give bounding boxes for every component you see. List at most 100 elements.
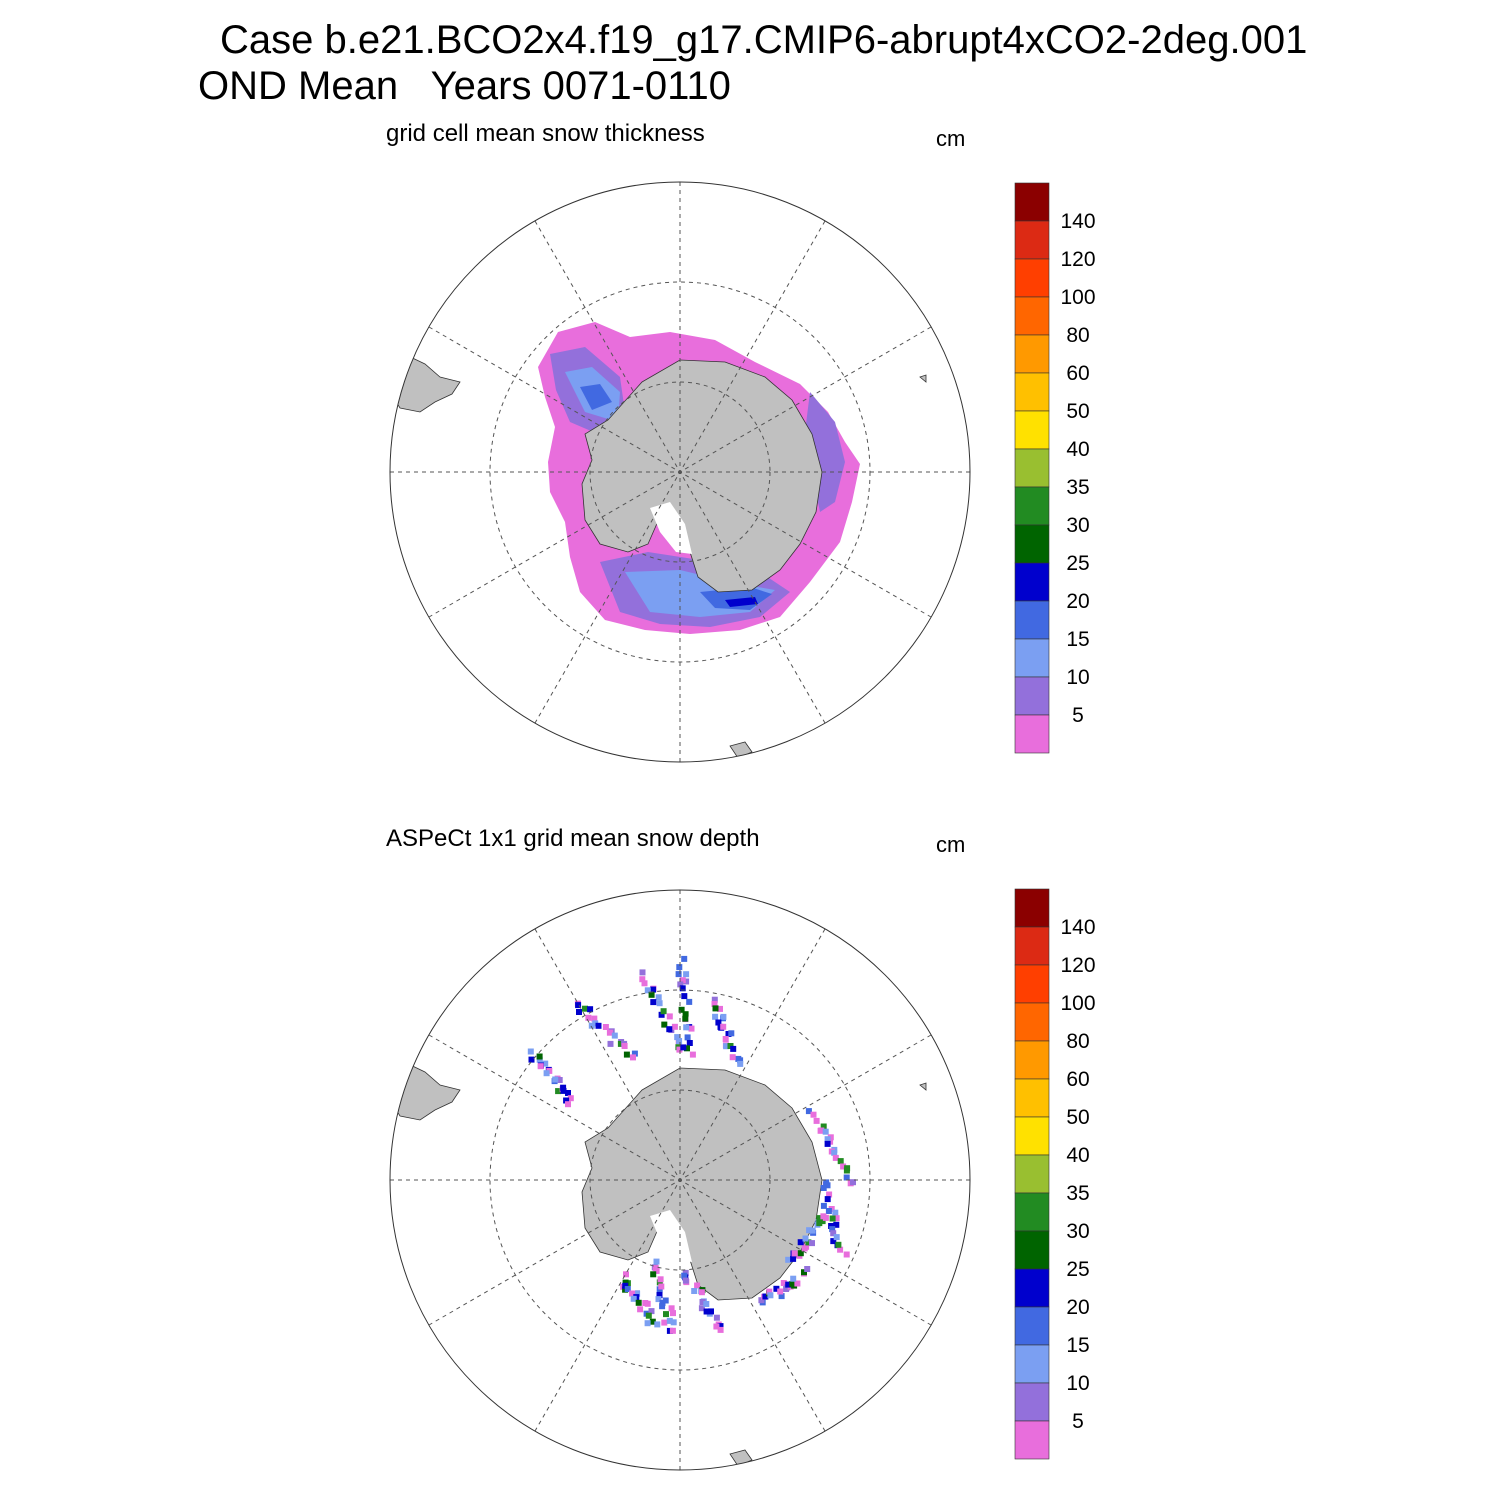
colorbar-swatch xyxy=(1014,600,1050,640)
colorbar-swatch xyxy=(1014,1268,1050,1308)
colorbar-label: 30 xyxy=(1066,514,1089,537)
obs-cell xyxy=(617,1040,624,1047)
obs-cell xyxy=(552,1076,559,1083)
obs-cell xyxy=(676,1038,683,1044)
obs-cell xyxy=(703,1308,710,1315)
obs-cell xyxy=(790,1255,797,1262)
obs-cell xyxy=(679,985,686,992)
colorbar-swatch xyxy=(1014,638,1050,678)
colorbar-label: 35 xyxy=(1066,1182,1089,1205)
obs-cell xyxy=(843,1167,850,1174)
colorbar-label: 50 xyxy=(1066,1106,1089,1129)
obs-cell xyxy=(802,1235,809,1242)
obs-cell xyxy=(658,1283,665,1290)
obs-cell xyxy=(602,1024,609,1030)
obs-cell xyxy=(585,1014,592,1021)
observation-cells xyxy=(527,955,856,1334)
colorbar-label: 140 xyxy=(1060,210,1095,233)
obs-cell xyxy=(833,1234,840,1241)
obs-cell xyxy=(681,1272,688,1279)
obs-cell xyxy=(766,1288,773,1295)
colorbar-swatch xyxy=(1014,1230,1050,1270)
obs-cell xyxy=(648,991,655,998)
obs-cell xyxy=(810,1111,817,1118)
obs-cell xyxy=(668,1305,675,1312)
obs-cell xyxy=(785,1281,792,1288)
obs-cell xyxy=(655,1296,662,1303)
obs-cell xyxy=(648,1308,655,1315)
obs-cell xyxy=(824,1196,831,1203)
colorbar-swatch xyxy=(1014,1420,1050,1460)
south-america-land xyxy=(390,351,461,413)
obs-cell xyxy=(565,1101,571,1108)
obs-cell xyxy=(661,1021,668,1028)
obs-cell xyxy=(644,1320,651,1327)
obs-cell xyxy=(805,1239,812,1246)
obs-cell xyxy=(591,1015,598,1022)
colorbar-swatch xyxy=(1014,1116,1050,1156)
obs-cell xyxy=(659,1299,666,1306)
snow-field-blue xyxy=(580,384,612,410)
obs-cell xyxy=(723,1043,730,1050)
obs-cell xyxy=(805,1108,812,1115)
obs-cell xyxy=(831,1149,838,1156)
obs-cell xyxy=(729,1054,736,1061)
obs-cell xyxy=(804,1266,811,1272)
obs-cell xyxy=(712,1005,719,1012)
colorbar-label: 15 xyxy=(1066,1334,1089,1357)
obs-cell xyxy=(639,969,646,976)
obs-cell xyxy=(698,1305,705,1312)
panel1-title: grid cell mean snow thickness xyxy=(386,120,705,147)
colorbar-swatch xyxy=(1014,1040,1050,1080)
obs-cell xyxy=(675,971,682,978)
colorbar-swatch xyxy=(1014,1002,1050,1042)
colorbar-swatch xyxy=(1014,410,1050,450)
colorbar-label: 100 xyxy=(1060,286,1095,309)
obs-cell xyxy=(824,1136,831,1143)
obs-cell xyxy=(699,1299,706,1305)
colorbar-swatch xyxy=(1014,486,1050,526)
obs-cell xyxy=(666,1026,673,1033)
obs-cell xyxy=(708,1308,714,1315)
obs-cell xyxy=(622,1279,629,1286)
obs-cell xyxy=(797,1250,804,1257)
obs-cell xyxy=(713,1314,720,1321)
obs-cell xyxy=(662,1297,669,1304)
obs-cell xyxy=(635,1299,642,1306)
colorbar-swatch xyxy=(1014,964,1050,1004)
colorbar-label: 15 xyxy=(1066,628,1089,651)
obs-cell xyxy=(536,1053,543,1060)
colorbar-swatch xyxy=(1014,1306,1050,1346)
obs-cell xyxy=(682,1011,689,1018)
obs-cell xyxy=(819,1218,826,1225)
colorbar-swatch xyxy=(1014,1344,1050,1384)
ross-ice-shelf xyxy=(650,1210,692,1262)
obs-cell xyxy=(682,1015,689,1022)
obs-cell xyxy=(703,1301,710,1307)
colorbar-swatch xyxy=(1014,258,1050,298)
obs-cell xyxy=(737,1057,744,1064)
colorbar-swatch xyxy=(1014,182,1050,222)
obs-cell xyxy=(824,1140,831,1147)
obs-cell xyxy=(630,1295,637,1302)
obs-cell xyxy=(611,1032,618,1039)
snow-field-darkblue xyxy=(725,597,758,607)
obs-cell xyxy=(827,1134,834,1141)
obs-cell xyxy=(666,1013,673,1020)
obs-cell xyxy=(623,1051,630,1058)
colorbar-label: 25 xyxy=(1066,1258,1089,1281)
obs-cell xyxy=(813,1117,820,1124)
colorbar-label: 140 xyxy=(1060,916,1095,939)
obs-cell xyxy=(711,996,718,1003)
colorbar-swatch xyxy=(1014,448,1050,488)
obs-cell xyxy=(629,1290,636,1297)
obs-cell xyxy=(576,1009,582,1015)
obs-cell xyxy=(686,998,693,1005)
obs-cell xyxy=(555,1088,562,1095)
obs-cell xyxy=(537,1063,544,1070)
obs-cell xyxy=(676,1046,683,1053)
obs-cell xyxy=(657,1276,664,1283)
obs-cell xyxy=(688,1025,695,1032)
colorbar-swatch xyxy=(1014,524,1050,564)
obs-cell xyxy=(698,1289,705,1296)
